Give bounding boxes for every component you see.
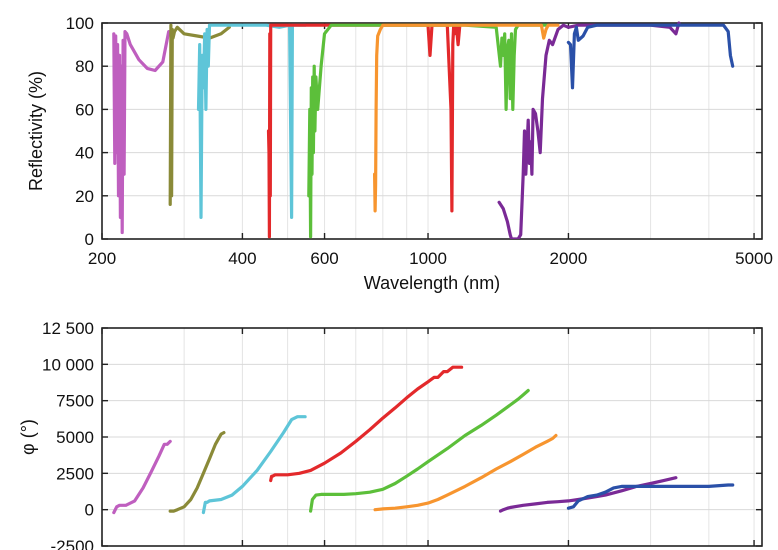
- y-tick-label: 2500: [56, 464, 94, 483]
- y-tick-label: 7500: [56, 392, 94, 411]
- series-line-2: [196, 23, 307, 219]
- y-tick-label: 0: [85, 501, 94, 520]
- y-tick-label: 100: [66, 14, 94, 33]
- y-tick-label: 5000: [56, 428, 94, 447]
- series-line-4: [309, 388, 530, 513]
- reflectivity-panel: 200 400 600 1000 2000 5000 0 20 40 60 80 100 Wavelen…: [26, 14, 773, 293]
- x-tick-label: 5000: [735, 249, 773, 268]
- x-tick-label: 200: [88, 249, 116, 268]
- series-line-5: [373, 23, 560, 213]
- phase-panel: -2500 0 2500 5000 7500 10 000 12 500 φ (°): [18, 319, 763, 550]
- y-axis-label: Reflectivity (%): [26, 71, 46, 191]
- y-tick-label: 80: [75, 57, 94, 76]
- x-tick-label: 600: [310, 249, 338, 268]
- y-axis-label: φ (°): [18, 419, 38, 455]
- series-line-6: [498, 476, 678, 513]
- plot-frame: [101, 22, 763, 240]
- series-line-7: [566, 483, 735, 510]
- series-line-2: [201, 415, 307, 515]
- series-line-7: [566, 23, 735, 90]
- y-tick-label: 10 000: [42, 355, 94, 374]
- series-line-3: [266, 23, 462, 239]
- series-line-0: [112, 30, 171, 235]
- series-line-3: [269, 365, 464, 483]
- y-tick-label: 0: [85, 230, 94, 249]
- x-tick-label: 400: [228, 249, 256, 268]
- series-line-1: [168, 431, 226, 513]
- y-tick-label: 60: [75, 100, 94, 119]
- series-line-0: [112, 439, 172, 515]
- x-axis-label: Wavelength (nm): [364, 273, 500, 293]
- x-tick-label: 1000: [409, 249, 447, 268]
- series-line-1: [168, 23, 231, 206]
- y-tick-label: 40: [75, 144, 94, 163]
- x-tick-label: 2000: [550, 249, 588, 268]
- series-line-6: [497, 21, 681, 239]
- y-tick-label: 20: [75, 187, 94, 206]
- y-tick-label: -2500: [51, 537, 94, 550]
- y-tick-label: 12 500: [42, 319, 94, 338]
- series-line-5: [373, 433, 558, 512]
